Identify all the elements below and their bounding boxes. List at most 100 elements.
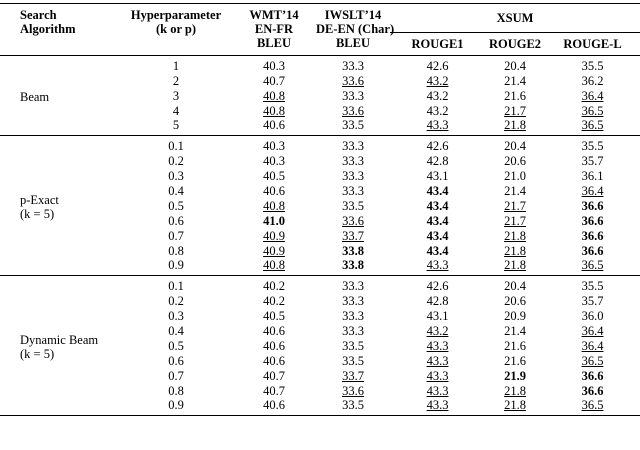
score-cell: 42.8	[390, 153, 485, 168]
score-cell: 33.3	[316, 308, 390, 323]
score-cell: 43.3	[390, 258, 485, 276]
cell-text: 21.8	[504, 398, 526, 412]
score-cell: 36.5	[545, 353, 640, 368]
group-label-line: (k = 5)	[20, 207, 55, 221]
cell-text: 0.9	[168, 258, 184, 272]
cell-text: 36.5	[581, 258, 604, 272]
score-cell: 33.3	[316, 168, 390, 183]
cell-text: 0.7	[168, 368, 184, 383]
score-cell: 36.4	[545, 323, 640, 338]
cell-text: 43.2	[426, 88, 449, 103]
header-text: DE-EN (Char)	[316, 22, 395, 36]
cell-text: 33.3	[342, 323, 364, 338]
score-cell: 21.4	[485, 183, 545, 198]
score-cell: 33.5	[316, 353, 390, 368]
score-cell: 21.8	[485, 118, 545, 136]
cell-text: 33.3	[342, 153, 364, 168]
cell-text: 36.4	[581, 183, 604, 198]
score-cell: 33.6	[316, 103, 390, 118]
score-cell: 35.5	[545, 135, 640, 153]
hyperparameter-cell: 0.5	[120, 338, 232, 353]
cell-text: 36.5	[581, 118, 604, 132]
cell-text: 40.9	[263, 228, 285, 243]
cell-text: 0.3	[168, 308, 184, 323]
score-cell: 36.6	[545, 198, 640, 213]
table-row: 0.5 40.6 33.5 43.3 21.6 36.4	[0, 338, 640, 353]
score-cell: 40.7	[232, 368, 316, 383]
cell-text: 40.2	[263, 279, 285, 293]
cell-text: 20.6	[504, 293, 526, 308]
hyperparameter-cell: 0.1	[120, 275, 232, 293]
cell-text: 33.8	[342, 243, 364, 258]
cell-text: 33.5	[342, 198, 364, 213]
cell-text: 40.3	[263, 153, 285, 168]
cell-text: 2	[172, 73, 180, 88]
score-cell: 40.8	[232, 88, 316, 103]
cell-text: 40.8	[263, 103, 285, 118]
cell-text: 21.8	[504, 258, 526, 272]
score-cell: 33.3	[316, 183, 390, 198]
cell-text: 40.6	[263, 353, 285, 368]
score-cell: 33.3	[316, 275, 390, 293]
score-cell: 43.4	[390, 228, 485, 243]
score-cell: 21.6	[485, 353, 545, 368]
cell-text: 21.7	[504, 198, 526, 213]
cell-text: 40.7	[263, 383, 285, 398]
table-row: 0.6 40.6 33.5 43.3 21.6 36.5	[0, 353, 640, 368]
hyperparameter-cell: 0.6	[120, 353, 232, 368]
score-cell: 35.5	[545, 275, 640, 293]
header-text: (k or p)	[155, 22, 197, 36]
score-cell: 36.2	[545, 73, 640, 88]
table-row: 0.7 40.7 33.7 43.3 21.9 36.6	[0, 368, 640, 383]
score-cell: 21.4	[485, 323, 545, 338]
cell-text: 43.2	[426, 73, 449, 88]
score-cell: 40.6	[232, 183, 316, 198]
cell-text: 33.6	[342, 103, 364, 118]
score-cell: 21.8	[485, 258, 545, 276]
group-label-line: Beam	[20, 90, 50, 104]
table-row: 0.2 40.3 33.3 42.8 20.6 35.7	[0, 153, 640, 168]
group-label-line: (k = 5)	[20, 347, 55, 361]
score-cell: 36.4	[545, 183, 640, 198]
header-text: BLEU	[256, 36, 292, 50]
score-cell: 21.6	[485, 338, 545, 353]
hyperparameter-cell: 0.1	[120, 135, 232, 153]
score-cell: 35.7	[545, 153, 640, 168]
score-cell: 36.6	[545, 368, 640, 383]
score-cell: 43.1	[390, 168, 485, 183]
table-row: 0.8 40.7 33.6 43.3 21.8 36.6	[0, 383, 640, 398]
table-row: 0.3 40.5 33.3 43.1 21.0 36.1	[0, 168, 640, 183]
score-cell: 42.6	[390, 275, 485, 293]
cell-text: 21.4	[504, 323, 526, 338]
cell-text: 43.2	[426, 103, 449, 118]
cell-text: 0.4	[168, 183, 184, 198]
cell-text: 36.1	[581, 168, 604, 183]
table-row: 0.6 41.0 33.6 43.4 21.7 36.6	[0, 213, 640, 228]
hyperparameter-cell: 0.2	[120, 153, 232, 168]
cell-text: 21.6	[504, 353, 526, 368]
score-cell: 43.2	[390, 103, 485, 118]
header-text: IWSLT’14	[324, 8, 382, 22]
cell-text: 21.8	[504, 383, 526, 398]
table-row: 0.8 40.9 33.8 43.4 21.8 36.6	[0, 243, 640, 258]
cell-text: 33.5	[342, 118, 364, 132]
cell-text: 21.8	[504, 243, 526, 258]
cell-text: 21.9	[504, 368, 526, 383]
table-row: 0.2 40.2 33.3 42.8 20.6 35.7	[0, 293, 640, 308]
score-cell: 33.6	[316, 213, 390, 228]
cell-text: 36.6	[581, 383, 604, 398]
score-cell: 33.3	[316, 153, 390, 168]
header-text: WMT’14	[249, 8, 299, 22]
score-cell: 33.6	[316, 383, 390, 398]
cell-text: 1	[172, 59, 180, 73]
cell-text: 33.3	[342, 139, 364, 153]
score-cell: 33.7	[316, 368, 390, 383]
header-cell: Search Algorithm	[0, 4, 120, 56]
score-cell: 40.7	[232, 73, 316, 88]
cell-text: 35.7	[581, 293, 604, 308]
cell-text: 36.2	[581, 73, 604, 88]
header-cell: WMT’14 EN-FR BLEU	[232, 4, 316, 56]
cell-text: 35.5	[581, 279, 604, 293]
score-cell: 43.2	[390, 88, 485, 103]
cell-text: 21.4	[504, 73, 526, 88]
